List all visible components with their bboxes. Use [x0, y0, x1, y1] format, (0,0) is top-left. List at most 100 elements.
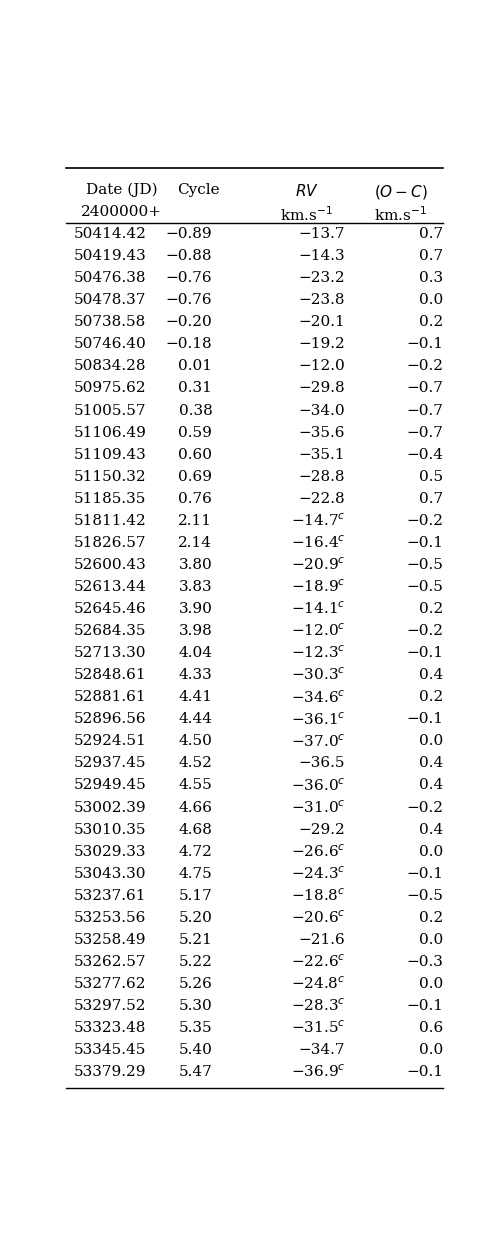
Text: 53010.35: 53010.35	[74, 822, 146, 836]
Text: 0.76: 0.76	[178, 491, 212, 506]
Text: −24.8$^c$: −24.8$^c$	[291, 975, 345, 993]
Text: −26.6$^c$: −26.6$^c$	[291, 843, 345, 860]
Text: −0.18: −0.18	[166, 337, 212, 351]
Text: 4.55: 4.55	[178, 779, 212, 792]
Text: 0.0: 0.0	[419, 1044, 443, 1057]
Text: −36.1$^c$: −36.1$^c$	[291, 712, 345, 728]
Text: −14.1$^c$: −14.1$^c$	[291, 601, 345, 617]
Text: −35.6: −35.6	[299, 425, 345, 439]
Text: 0.2: 0.2	[419, 911, 443, 924]
Text: 52600.43: 52600.43	[74, 557, 147, 572]
Text: 0.60: 0.60	[178, 448, 212, 462]
Text: 0.4: 0.4	[419, 668, 443, 682]
Text: 4.72: 4.72	[178, 845, 212, 858]
Text: 52924.51: 52924.51	[74, 734, 147, 749]
Text: 5.30: 5.30	[178, 999, 212, 1013]
Text: 0.5: 0.5	[419, 470, 443, 484]
Text: 52881.61: 52881.61	[74, 690, 146, 704]
Text: −0.76: −0.76	[166, 294, 212, 307]
Text: −0.3: −0.3	[407, 955, 443, 969]
Text: −37.0$^c$: −37.0$^c$	[291, 733, 345, 750]
Text: −0.2: −0.2	[407, 801, 443, 815]
Text: −0.1: −0.1	[407, 337, 443, 351]
Text: 3.90: 3.90	[178, 602, 212, 616]
Text: −20.9$^c$: −20.9$^c$	[291, 556, 345, 573]
Text: 0.4: 0.4	[419, 822, 443, 836]
Text: 52848.61: 52848.61	[74, 668, 146, 682]
Text: 52949.45: 52949.45	[74, 779, 147, 792]
Text: 3.98: 3.98	[178, 624, 212, 638]
Text: −12.3$^c$: −12.3$^c$	[291, 644, 345, 662]
Text: −14.3: −14.3	[299, 249, 345, 264]
Text: −34.0: −34.0	[299, 403, 345, 418]
Text: −24.3$^c$: −24.3$^c$	[291, 866, 345, 882]
Text: −0.5: −0.5	[407, 557, 443, 572]
Text: −19.2: −19.2	[299, 337, 345, 351]
Text: −0.1: −0.1	[407, 999, 443, 1013]
Text: 53002.39: 53002.39	[74, 801, 146, 815]
Text: 50414.42: 50414.42	[74, 228, 147, 241]
Text: 5.26: 5.26	[178, 977, 212, 991]
Text: 53029.33: 53029.33	[74, 845, 146, 858]
Text: −34.7: −34.7	[299, 1044, 345, 1057]
Text: 5.21: 5.21	[178, 933, 212, 947]
Text: 53262.57: 53262.57	[74, 955, 146, 969]
Text: 0.2: 0.2	[419, 690, 443, 704]
Text: km.s$^{-1}$: km.s$^{-1}$	[374, 205, 428, 224]
Text: 52684.35: 52684.35	[74, 624, 146, 638]
Text: 0.69: 0.69	[178, 470, 212, 484]
Text: 3.80: 3.80	[178, 557, 212, 572]
Text: 53345.45: 53345.45	[74, 1044, 146, 1057]
Text: −12.0$^c$: −12.0$^c$	[291, 623, 345, 639]
Text: 51826.57: 51826.57	[74, 536, 146, 550]
Text: 50746.40: 50746.40	[74, 337, 147, 351]
Text: 53277.62: 53277.62	[74, 977, 146, 991]
Text: 4.33: 4.33	[178, 668, 212, 682]
Text: 52713.30: 52713.30	[74, 646, 146, 661]
Text: Date (JD): Date (JD)	[86, 183, 158, 198]
Text: −0.2: −0.2	[407, 624, 443, 638]
Text: 0.0: 0.0	[419, 933, 443, 947]
Text: 51005.57: 51005.57	[74, 403, 146, 418]
Text: −13.7: −13.7	[299, 228, 345, 241]
Text: 53258.49: 53258.49	[74, 933, 146, 947]
Text: −20.1: −20.1	[299, 315, 345, 330]
Text: 4.66: 4.66	[178, 801, 212, 815]
Text: 0.59: 0.59	[178, 425, 212, 439]
Text: 50975.62: 50975.62	[74, 382, 146, 396]
Text: 4.41: 4.41	[178, 690, 212, 704]
Text: 51106.49: 51106.49	[74, 425, 147, 439]
Text: −35.1: −35.1	[299, 448, 345, 462]
Text: 4.50: 4.50	[178, 734, 212, 749]
Text: 4.75: 4.75	[178, 867, 212, 881]
Text: −29.2: −29.2	[299, 822, 345, 836]
Text: 50738.58: 50738.58	[74, 315, 146, 330]
Text: 4.44: 4.44	[178, 713, 212, 726]
Text: 5.35: 5.35	[179, 1021, 212, 1035]
Text: −23.2: −23.2	[299, 271, 345, 285]
Text: 0.38: 0.38	[178, 403, 212, 418]
Text: −0.1: −0.1	[407, 713, 443, 726]
Text: −0.5: −0.5	[407, 888, 443, 903]
Text: 4.68: 4.68	[178, 822, 212, 836]
Text: 0.0: 0.0	[419, 294, 443, 307]
Text: 5.17: 5.17	[178, 888, 212, 903]
Text: −28.3$^c$: −28.3$^c$	[291, 998, 345, 1014]
Text: −36.0$^c$: −36.0$^c$	[291, 778, 345, 794]
Text: 0.3: 0.3	[419, 271, 443, 285]
Text: km.s$^{-1}$: km.s$^{-1}$	[280, 205, 333, 224]
Text: 0.0: 0.0	[419, 734, 443, 749]
Text: 3.83: 3.83	[179, 580, 212, 593]
Text: 0.6: 0.6	[419, 1021, 443, 1035]
Text: 0.0: 0.0	[419, 845, 443, 858]
Text: 51811.42: 51811.42	[74, 514, 147, 527]
Text: 53237.61: 53237.61	[74, 888, 146, 903]
Text: −36.5: −36.5	[299, 756, 345, 770]
Text: −28.8: −28.8	[299, 470, 345, 484]
Text: −30.3$^c$: −30.3$^c$	[291, 667, 345, 683]
Text: 2400000+: 2400000+	[82, 205, 163, 219]
Text: −0.7: −0.7	[407, 382, 443, 396]
Text: 0.31: 0.31	[178, 382, 212, 396]
Text: −20.6$^c$: −20.6$^c$	[291, 909, 345, 926]
Text: 0.4: 0.4	[419, 756, 443, 770]
